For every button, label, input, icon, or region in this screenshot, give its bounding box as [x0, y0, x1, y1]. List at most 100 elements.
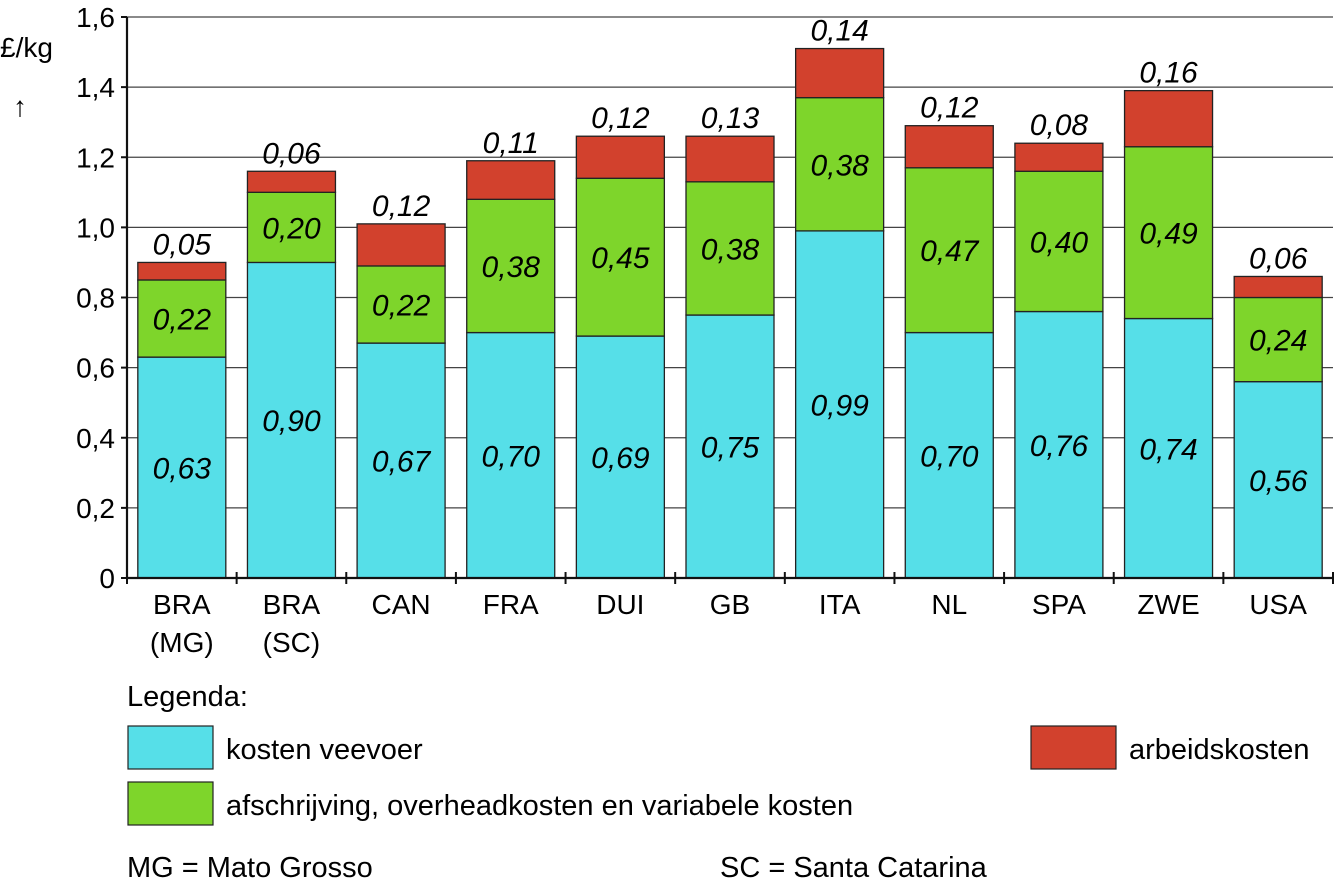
feed-cost-label: 0,75	[701, 432, 760, 465]
y-tick-label: 0,6	[76, 353, 115, 384]
labour-cost-label: 0,06	[262, 137, 321, 170]
labour-cost-segment	[904, 125, 994, 169]
feed-cost-segment	[1014, 310, 1104, 579]
labour-cost-label: 0,13	[701, 102, 760, 135]
x-category-label: ITA	[819, 589, 861, 620]
labour-cost-segment	[685, 135, 775, 183]
feed-cost-segment	[1123, 317, 1214, 579]
x-category-label: CAN	[372, 589, 431, 620]
x-category-label: SPA	[1032, 589, 1086, 620]
overhead-cost-label: 0,38	[810, 149, 869, 182]
feed-cost-segment	[1233, 380, 1323, 579]
feed-cost-label: 0,90	[262, 405, 321, 438]
x-category-label: (SC)	[263, 627, 321, 658]
overhead-cost-segment	[685, 181, 775, 316]
overhead-cost-segment	[466, 198, 556, 334]
y-tick-label: 1,4	[76, 72, 115, 103]
overhead-cost-segment	[575, 177, 666, 337]
x-category-label: (MG)	[150, 627, 214, 658]
legend-item-overhead-costs-swatch	[127, 781, 214, 826]
labour-cost-segment	[466, 160, 556, 200]
y-tick-label: 0,4	[76, 423, 115, 454]
y-unit-label: £/kg	[0, 32, 53, 63]
x-category-label: GB	[710, 589, 750, 620]
legend-item-feed-costs-label: kosten veevoer	[226, 734, 423, 766]
feed-cost-segment	[356, 342, 446, 579]
x-category-label: BRA	[153, 589, 211, 620]
labour-cost-segment	[1014, 142, 1104, 172]
labour-cost-segment	[1233, 275, 1323, 299]
y-tick-label: 0,8	[76, 283, 115, 314]
overhead-cost-label: 0,24	[1249, 325, 1307, 358]
feed-cost-label: 0,70	[482, 440, 541, 473]
footnote-mg: MG = Mato Grosso	[127, 852, 373, 884]
legend: Legenda: kosten veevoer afschrijving, over…	[127, 681, 1310, 884]
feed-cost-segment	[904, 331, 994, 579]
x-category-label: NL	[931, 589, 967, 620]
overhead-cost-label: 0,22	[372, 290, 431, 323]
x-category-label: DUI	[596, 589, 644, 620]
feed-cost-segment	[137, 356, 227, 579]
y-tick-label: 1,0	[76, 212, 115, 243]
legend-title: Legenda:	[127, 681, 248, 713]
overhead-cost-label: 0,49	[1139, 218, 1198, 251]
x-category-label: USA	[1249, 589, 1307, 620]
feed-cost-label: 0,56	[1249, 465, 1308, 498]
axes	[121, 16, 1334, 584]
y-tick-label: 0,2	[76, 493, 115, 524]
y-tick-label: 0	[99, 563, 115, 594]
y-tick-label: 1,2	[76, 142, 115, 173]
labour-cost-label: 0,11	[483, 127, 539, 160]
legend-item-labour-costs-swatch	[1030, 725, 1117, 770]
overhead-cost-label: 0,20	[262, 212, 321, 245]
legend-item-overhead-costs-label: afschrijving, overheadkosten en variabel…	[226, 790, 853, 822]
feed-cost-label: 0,99	[810, 389, 869, 422]
feed-cost-segment	[575, 335, 666, 579]
overhead-cost-label: 0,45	[591, 242, 650, 275]
bars	[137, 47, 1323, 579]
labels: 0 0,2 0,4 0,6 0,8 1,0 1,2 1,4 1,6 £/kg ↑ 0,63 0,22 0,…	[0, 2, 1308, 658]
overhead-cost-label: 0,38	[482, 251, 541, 284]
up-arrow-icon: ↑	[13, 91, 27, 122]
feed-cost-segment	[246, 261, 337, 579]
feed-cost-label: 0,70	[920, 440, 979, 473]
x-category-label: BRA	[263, 589, 321, 620]
labour-cost-segment	[575, 135, 666, 179]
y-tick-label: 1,6	[76, 2, 115, 33]
legend-item-labour-costs-label: arbeidskosten	[1129, 734, 1310, 766]
feed-cost-label: 0,63	[153, 453, 212, 486]
overhead-cost-segment	[356, 265, 446, 344]
labour-cost-label: 0,16	[1139, 57, 1198, 90]
labour-cost-label: 0,12	[920, 92, 979, 125]
overhead-cost-segment	[794, 96, 885, 232]
labour-cost-segment	[356, 223, 446, 267]
feed-cost-label: 0,76	[1030, 430, 1089, 463]
labour-cost-segment	[1123, 89, 1214, 148]
feed-cost-segment	[466, 331, 556, 579]
overhead-cost-label: 0,47	[920, 235, 980, 268]
labour-cost-label: 0,05	[153, 228, 212, 261]
feed-cost-label: 0,74	[1139, 433, 1197, 466]
legend-item-feed-costs-swatch	[127, 725, 214, 770]
x-category-label: ZWE	[1137, 589, 1199, 620]
overhead-cost-label: 0,38	[701, 233, 760, 266]
labour-cost-label: 0,06	[1249, 242, 1308, 275]
labour-cost-label: 0,08	[1030, 109, 1089, 142]
overhead-cost-label: 0,22	[153, 304, 212, 337]
labour-cost-segment	[794, 47, 885, 99]
labour-cost-segment	[137, 261, 227, 281]
labour-cost-label: 0,12	[591, 102, 650, 135]
feed-cost-label: 0,67	[372, 446, 432, 479]
overhead-cost-segment	[1123, 146, 1214, 320]
footnote-sc: SC = Santa Catarina	[720, 852, 988, 884]
overhead-cost-segment	[1014, 170, 1104, 313]
feed-cost-label: 0,69	[591, 442, 650, 475]
labour-cost-label: 0,14	[810, 15, 868, 48]
overhead-cost-label: 0,40	[1030, 226, 1089, 259]
labour-cost-label: 0,12	[372, 190, 431, 223]
x-category-label: FRA	[483, 589, 539, 620]
labour-cost-segment	[246, 170, 337, 193]
overhead-cost-segment	[246, 191, 337, 264]
overhead-cost-segment	[137, 279, 227, 358]
